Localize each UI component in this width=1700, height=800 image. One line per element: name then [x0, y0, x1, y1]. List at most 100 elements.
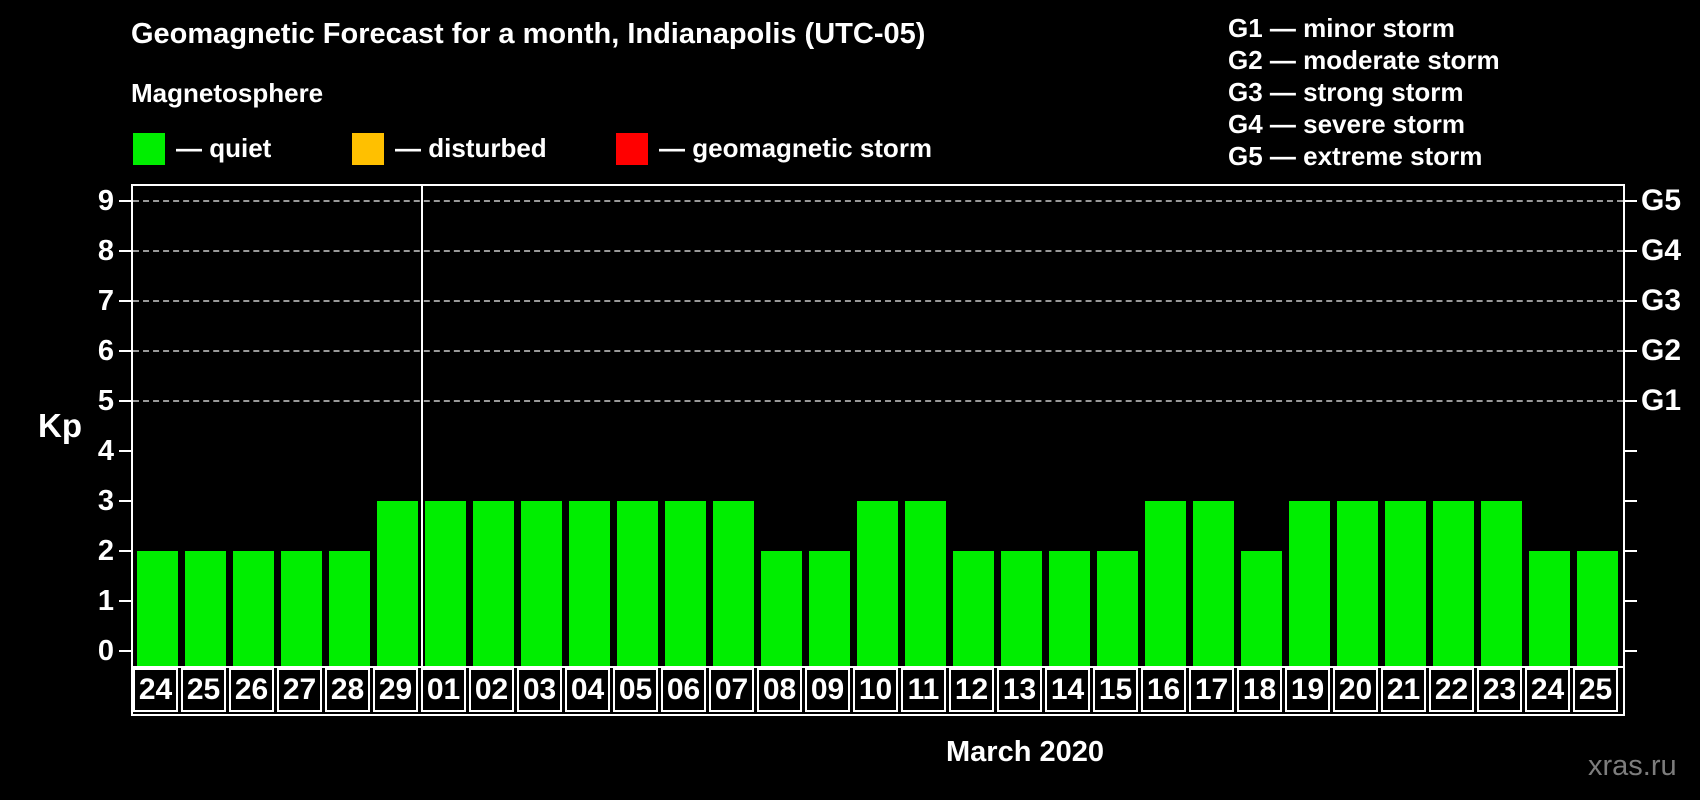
y-tick-label-3: 3 [97, 485, 114, 517]
bar-day-21 [1385, 501, 1426, 666]
y-tick-left-1 [119, 600, 131, 602]
date-box-prev-26: 26 [229, 668, 274, 712]
y-tick-left-8 [119, 250, 131, 252]
date-box-prev-27: 27 [277, 668, 322, 712]
date-box-09: 09 [805, 668, 850, 712]
date-box-06: 06 [661, 668, 706, 712]
bar-day-23 [1481, 501, 1522, 666]
legend-item-disturbed: — disturbed [352, 132, 547, 165]
date-box-03: 03 [517, 668, 562, 712]
date-box-16: 16 [1141, 668, 1186, 712]
y-tick-label-8: 8 [97, 235, 114, 267]
legend-item-quiet: — quiet [133, 132, 271, 165]
date-box-20: 20 [1333, 668, 1378, 712]
y-tick-right-7 [1625, 300, 1637, 302]
storm-scale-g5: G5 — extreme storm [1228, 141, 1483, 171]
y-tick-label-1: 1 [97, 585, 114, 617]
x-axis-month-label: March 2020 [946, 736, 1104, 768]
y-tick-label-5: 5 [97, 385, 114, 417]
storm-color-swatch [616, 132, 648, 165]
y-tick-right-3 [1625, 500, 1637, 502]
bar-day-22 [1433, 501, 1474, 666]
date-box-25: 25 [1573, 668, 1618, 712]
y-axis-title: Kp [38, 407, 82, 444]
plot-area [131, 184, 1625, 668]
magnetosphere-subtitle: Magnetosphere [131, 78, 324, 108]
bar-day-27 [281, 551, 322, 666]
bar-day-05 [617, 501, 658, 666]
bar-day-12 [953, 551, 994, 666]
x-axis-date-row: 24 25 26 27 28 29 01 02 03 04 05 06 07 08 09 10 11 12 13 14… [131, 668, 1625, 716]
bar-day-10 [857, 501, 898, 666]
bar-day-06 [665, 501, 706, 666]
gridline-kp9 [133, 200, 1623, 202]
date-box-23: 23 [1477, 668, 1522, 712]
y-tick-label-7: 7 [97, 285, 114, 317]
date-box-13: 13 [997, 668, 1042, 712]
right-axis-label-G5: G5 [1641, 184, 1682, 217]
bar-day-02 [473, 501, 514, 666]
date-box-02: 02 [469, 668, 514, 712]
date-box-19: 19 [1285, 668, 1330, 712]
date-box-05: 05 [613, 668, 658, 712]
date-box-04: 04 [565, 668, 610, 712]
watermark-text: xras.ru [1588, 750, 1677, 782]
legend-label-geomagnetic-storm: — geomagnetic storm [659, 133, 933, 163]
y-tick-label-0: 0 [97, 635, 114, 667]
bar-day-24 [1529, 551, 1570, 666]
right-axis-label-G2: G2 [1641, 334, 1682, 367]
page-title: Geomagnetic Forecast for a month, Indian… [131, 18, 926, 50]
y-tick-right-5 [1625, 400, 1637, 402]
date-box-15: 15 [1093, 668, 1138, 712]
bar-day-01 [425, 501, 466, 666]
date-box-17: 17 [1189, 668, 1234, 712]
legend-item-geomagnetic-storm: — geomagnetic storm [616, 132, 932, 165]
y-tick-right-9 [1625, 200, 1637, 202]
date-box-18: 18 [1237, 668, 1282, 712]
gridline-kp7 [133, 300, 1623, 302]
y-tick-label-2: 2 [97, 535, 114, 567]
storm-scale-g2: G2 — moderate storm [1228, 45, 1500, 75]
bar-day-11 [905, 501, 946, 666]
bar-day-16 [1145, 501, 1186, 666]
y-tick-left-2 [119, 550, 131, 552]
date-box-08: 08 [757, 668, 802, 712]
y-tick-left-4 [119, 450, 131, 452]
y-tick-right-6 [1625, 350, 1637, 352]
bar-day-17 [1193, 501, 1234, 666]
right-axis-label-G3: G3 [1641, 284, 1682, 317]
date-box-22: 22 [1429, 668, 1474, 712]
y-tick-right-1 [1625, 600, 1637, 602]
bar-day-15 [1097, 551, 1138, 666]
date-box-10: 10 [853, 668, 898, 712]
bar-day-24 [137, 551, 178, 666]
date-box-24: 24 [1525, 668, 1570, 712]
date-box-01: 01 [421, 668, 466, 712]
y-tick-left-3 [119, 500, 131, 502]
y-tick-label-6: 6 [97, 335, 114, 367]
bar-day-20 [1337, 501, 1378, 666]
y-tick-right-4 [1625, 450, 1637, 452]
date-box-12: 12 [949, 668, 994, 712]
disturbed-color-swatch [352, 132, 384, 165]
bar-day-28 [329, 551, 370, 666]
legend-label-quiet: — quiet [176, 133, 272, 163]
bar-day-29 [377, 501, 418, 666]
storm-scale-g1: G1 — minor storm [1228, 13, 1455, 43]
storm-scale-g3: G3 — strong storm [1228, 77, 1464, 107]
bar-day-25 [185, 551, 226, 666]
bar-day-08 [761, 551, 802, 666]
legend-label-disturbed: — disturbed [395, 133, 547, 163]
date-box-prev-25: 25 [181, 668, 226, 712]
gridline-kp8 [133, 250, 1623, 252]
quiet-color-swatch [133, 132, 165, 165]
storm-scale-g4: G4 — severe storm [1228, 109, 1466, 139]
bar-day-03 [521, 501, 562, 666]
y-tick-right-0 [1625, 650, 1637, 652]
y-tick-left-0 [119, 650, 131, 652]
y-tick-label-9: 9 [97, 185, 114, 217]
date-box-prev-28: 28 [325, 668, 370, 712]
month-separator-line [421, 186, 423, 666]
y-tick-left-5 [119, 400, 131, 402]
bar-day-09 [809, 551, 850, 666]
